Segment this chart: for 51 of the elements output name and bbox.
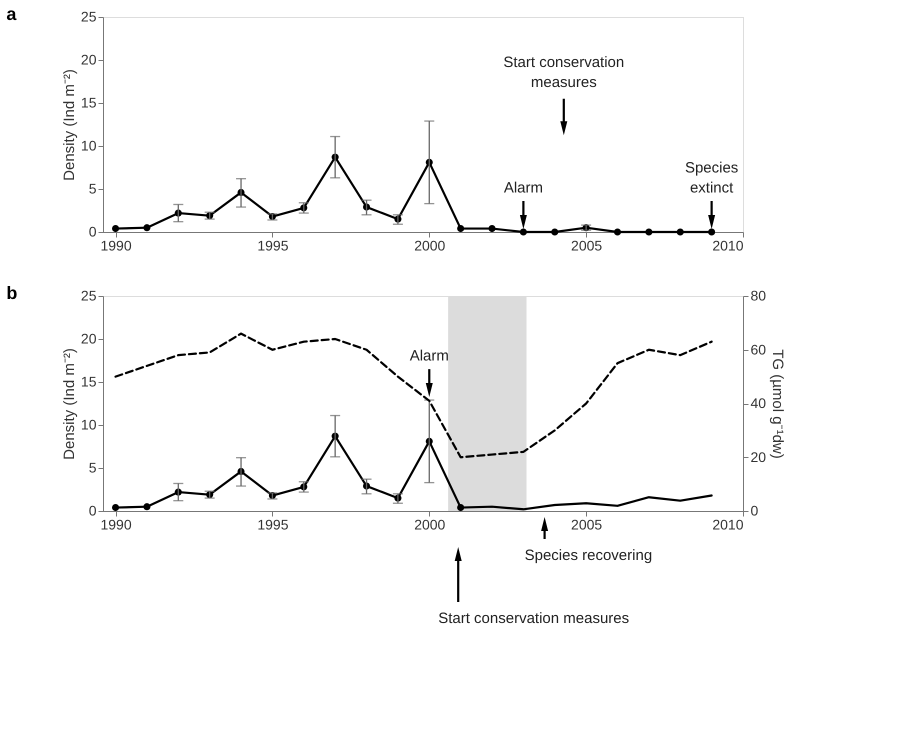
chart-title: b [6,283,18,303]
y-tick-label: 0 [88,502,97,518]
x-tick-label: 1995 [257,238,289,254]
annotation: Alarm [410,348,449,365]
y-tick-label: 15 [80,94,97,110]
y-tick-label: 5 [88,460,97,476]
annotation: Start conservation measures [503,54,624,92]
line-series [114,332,713,458]
y-tick-label: 10 [80,416,97,432]
y-tick-label: 10 [80,138,97,154]
x-tick-label: 2005 [571,516,602,532]
x-tick-label: 1995 [257,516,289,532]
y2-tick-label: 40 [750,395,766,411]
y-tick-label: 25 [80,288,97,304]
annotation: Alarm [504,179,543,196]
x-tick-label: 2010 [712,238,744,254]
y2-axis-title: TG (µmol g⁻¹dw) [769,349,786,459]
point [614,228,622,236]
y2-tick-label: 0 [750,502,758,518]
y2-tick-label: 60 [750,341,766,358]
x-tick-label: 1990 [100,516,132,532]
y-tick-label: 15 [80,374,97,390]
x-tick-label: 2000 [414,516,446,532]
x-tick-label: 2010 [712,516,744,532]
x-tick-label: 2005 [571,238,602,254]
chart-title: a [6,4,18,24]
y2-tick-label: 80 [750,288,766,304]
point [708,228,716,236]
y-tick-label: 0 [88,224,97,240]
point [112,225,120,232]
point [520,228,527,236]
text: Start conservation measures [438,610,630,627]
y-tick-label: 25 [80,8,97,24]
point [457,225,464,232]
x-tick-label: 2000 [414,238,446,254]
y-tick-label: 20 [80,330,97,346]
point [143,224,150,232]
x-tick-label: 1990 [100,238,132,254]
point [676,228,684,236]
y-tick-label: 5 [88,180,97,196]
point [143,503,150,510]
point [112,504,120,512]
y-axis-title: Density (Ind m⁻²) [60,348,78,460]
y2-tick-label: 20 [750,448,766,465]
y-axis-title: Density (Ind m⁻²) [60,69,78,181]
point [645,228,652,236]
point [551,228,558,236]
y-tick-label: 20 [80,52,97,68]
text: Species recovering [524,547,652,564]
annotation: Species extinct [684,159,738,196]
point [488,225,496,232]
